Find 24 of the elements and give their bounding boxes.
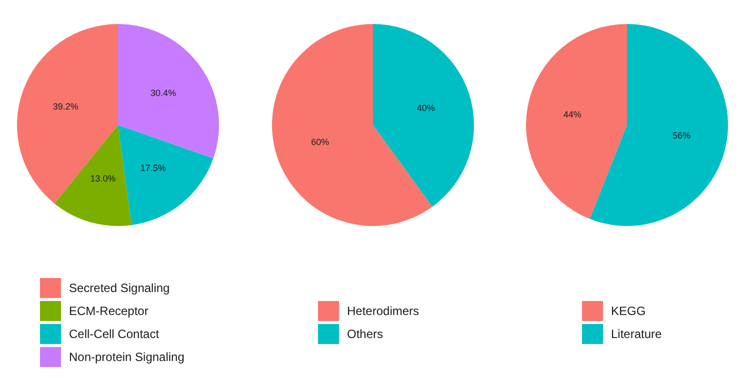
pie-slice: [118, 24, 219, 158]
data-label: 40%: [416, 102, 435, 113]
pie-slice: [526, 24, 627, 219]
legend-label: Secreted Signaling: [69, 280, 170, 294]
legend-label: Others: [347, 326, 384, 340]
data-label: 44%: [563, 110, 582, 120]
data-label: 13.0%: [90, 173, 116, 184]
data-label: 56%: [672, 130, 691, 140]
legend-label: ECM-Receptor: [69, 304, 148, 318]
pie-slice: [590, 24, 728, 226]
data-label: 39.2%: [52, 101, 78, 112]
data-label: 17.5%: [140, 163, 166, 174]
pie-slice: [118, 125, 214, 226]
legend-label: Cell-Cell Contact: [69, 326, 160, 340]
legend-label: Non-protein Signaling: [69, 350, 184, 364]
data-label: 60%: [311, 137, 330, 148]
pie-slice: [373, 24, 474, 207]
pie-slice: [54, 125, 132, 226]
legend-label: KEGG: [611, 304, 646, 318]
legend-label: Literature: [611, 326, 662, 340]
legend-label: Heterodimers: [347, 304, 420, 318]
data-label: 30.4%: [150, 88, 176, 98]
pie-slice: [272, 24, 432, 226]
pie-slice: [17, 24, 118, 204]
